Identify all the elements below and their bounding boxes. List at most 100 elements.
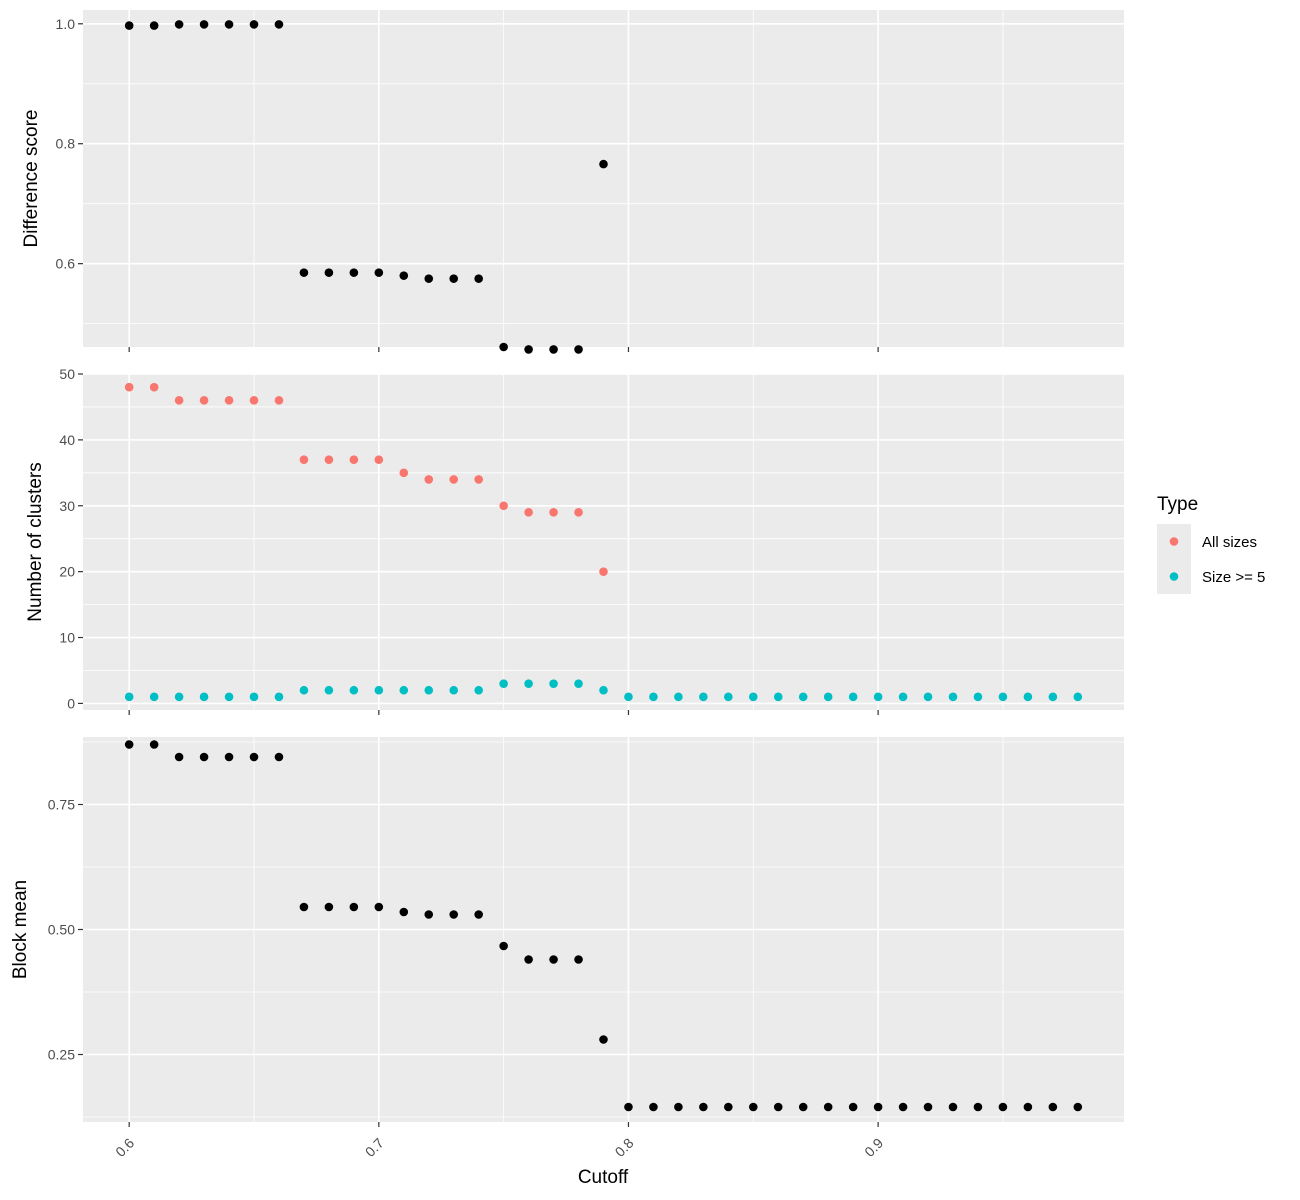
data-point xyxy=(499,501,508,511)
series-all-sizes xyxy=(124,382,608,576)
data-point xyxy=(574,345,583,354)
data-point xyxy=(174,396,184,405)
data-point xyxy=(998,692,1008,702)
data-point xyxy=(124,382,134,392)
data-point xyxy=(724,1102,733,1112)
data-point xyxy=(399,271,409,280)
legend-marker xyxy=(1169,572,1179,581)
data-point xyxy=(474,274,483,283)
data-point xyxy=(374,268,384,277)
data-point xyxy=(624,692,633,702)
data-point xyxy=(773,692,783,702)
data-point xyxy=(424,475,434,484)
data-point xyxy=(274,692,284,702)
data-point xyxy=(798,1102,808,1112)
data-point xyxy=(748,1102,758,1112)
data-point xyxy=(224,752,234,762)
data-point xyxy=(524,345,533,354)
data-point xyxy=(574,679,583,688)
data-point xyxy=(224,692,234,702)
data-point xyxy=(299,455,309,464)
data-point xyxy=(474,910,483,919)
data-point xyxy=(449,475,459,484)
data-point xyxy=(124,740,134,749)
y-tick-label: 0 xyxy=(67,695,75,711)
data-point xyxy=(549,955,558,964)
data-point xyxy=(324,685,334,695)
data-point xyxy=(349,902,359,912)
data-point xyxy=(124,21,134,30)
data-point xyxy=(798,692,808,702)
data-point xyxy=(424,910,434,919)
legend-entries: All sizes Size >= 5 xyxy=(1157,524,1265,594)
data-point xyxy=(699,692,708,702)
y-tick-label: 0.6 xyxy=(56,256,76,272)
panel-background xyxy=(83,10,1124,347)
data-point xyxy=(624,1102,633,1112)
data-point xyxy=(599,1035,608,1044)
data-point xyxy=(948,692,958,702)
data-point xyxy=(499,342,508,352)
data-point xyxy=(474,475,483,484)
data-point xyxy=(299,268,309,277)
data-point xyxy=(748,692,758,702)
data-point xyxy=(499,941,508,951)
data-point xyxy=(274,396,284,405)
y-tick-label: 1.0 xyxy=(56,16,76,32)
data-point xyxy=(174,20,184,29)
data-point xyxy=(674,692,683,702)
data-point xyxy=(274,20,284,29)
data-point xyxy=(349,268,359,277)
data-point xyxy=(224,396,234,405)
data-point xyxy=(973,692,983,702)
data-point xyxy=(274,752,284,762)
data-point xyxy=(249,752,259,762)
y-tick-label: 40 xyxy=(59,432,75,448)
data-point xyxy=(149,21,159,30)
data-point xyxy=(848,692,858,702)
data-point xyxy=(873,1102,883,1112)
panel-difference-score: 0.6 0.8 1.0 Difference score xyxy=(21,10,1124,354)
data-point xyxy=(149,740,159,749)
y-tick-label: 0.75 xyxy=(48,797,75,813)
y-tick-label: 0.8 xyxy=(56,136,76,152)
data-point xyxy=(524,955,533,964)
data-point xyxy=(374,902,384,912)
data-point xyxy=(249,20,259,29)
data-point xyxy=(174,692,184,702)
data-point xyxy=(199,20,209,29)
data-point xyxy=(499,679,508,688)
data-point xyxy=(324,268,334,277)
data-point xyxy=(599,685,608,695)
data-point xyxy=(948,1102,958,1112)
data-point xyxy=(574,955,583,964)
data-point xyxy=(823,692,833,702)
data-point xyxy=(549,345,558,354)
y-tick-label: 10 xyxy=(59,630,75,646)
data-point xyxy=(399,468,409,478)
data-point xyxy=(649,692,658,702)
x-axis-title: Cutoff xyxy=(578,1167,629,1188)
data-point xyxy=(199,396,209,405)
data-point xyxy=(374,685,384,695)
y-tick-label: 20 xyxy=(59,564,75,580)
data-point xyxy=(424,685,434,695)
panel-block-mean: 0.25 0.50 0.75 0.6 0.7 0.8 0.9 Block mean xyxy=(10,737,1124,1160)
data-point xyxy=(1073,1102,1083,1112)
data-point xyxy=(249,692,259,702)
y-axis-title: Difference score xyxy=(21,110,42,248)
data-point xyxy=(599,567,608,576)
legend-marker xyxy=(1169,537,1179,546)
x-tick-label: 0.8 xyxy=(612,1135,637,1160)
data-point xyxy=(324,902,334,912)
data-point xyxy=(399,685,409,695)
panel-background xyxy=(83,374,1124,710)
data-point xyxy=(823,1102,833,1112)
data-point xyxy=(599,159,608,169)
data-point xyxy=(324,455,334,464)
y-axis-title: Block mean xyxy=(10,880,31,979)
data-point xyxy=(699,1102,708,1112)
data-point xyxy=(449,910,459,919)
x-tick-label: 0.9 xyxy=(861,1135,886,1160)
